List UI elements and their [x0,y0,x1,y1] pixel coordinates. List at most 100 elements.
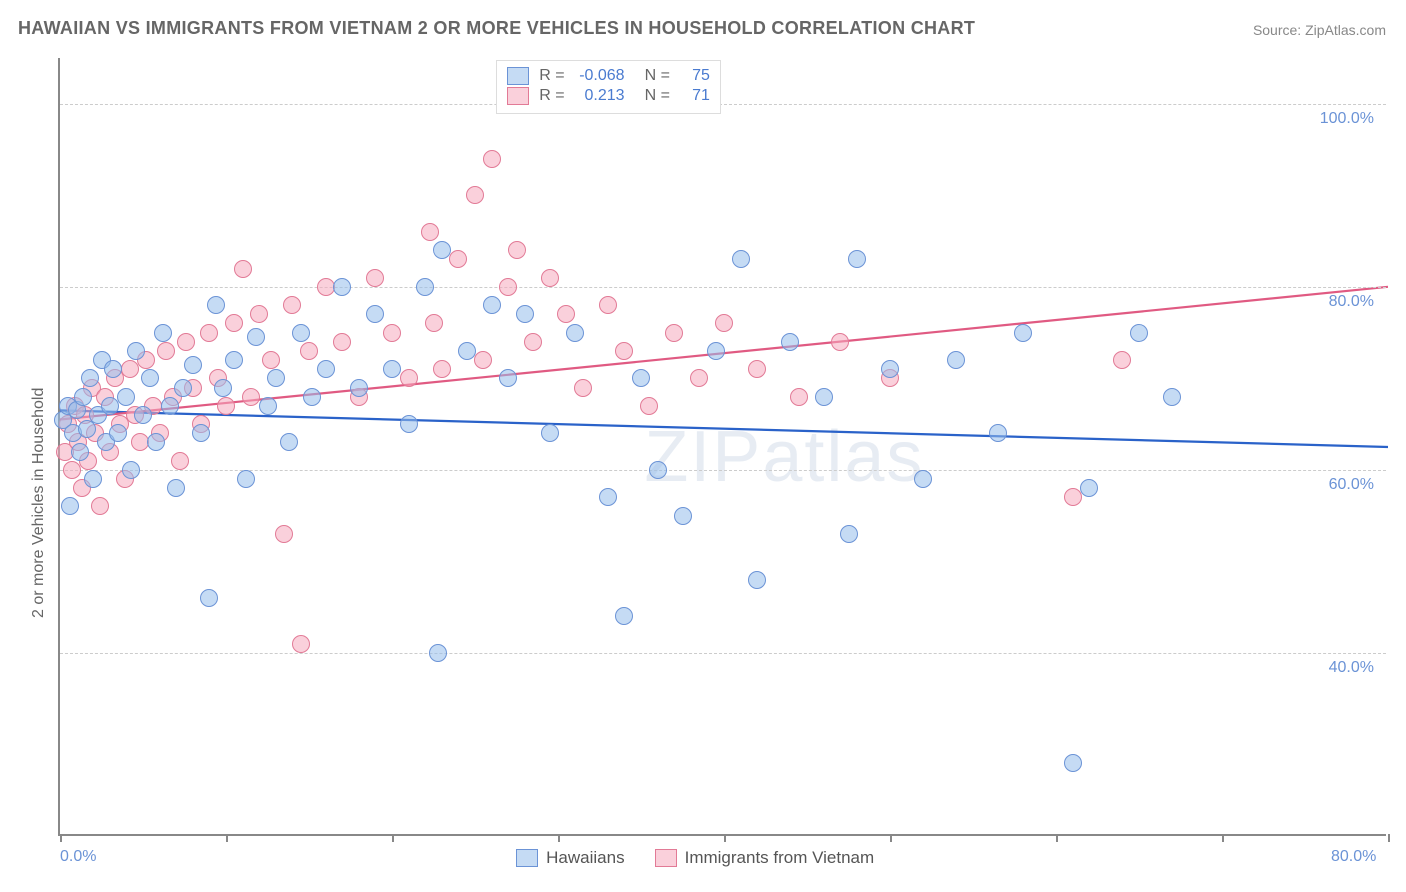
hawaiians-point [541,424,559,442]
hawaiians-point [366,305,384,323]
hawaiians-point [71,443,89,461]
r-legend-row: R =-0.068N =75 [507,67,710,85]
legend-item: Hawaiians [516,848,624,868]
hawaiians-point [649,461,667,479]
hawaiians-point [781,333,799,351]
hawaiians-point [732,250,750,268]
hawaiians-point [122,461,140,479]
hawaiians-point [267,369,285,387]
hawaiians-point [1064,754,1082,772]
vietnam-point [790,388,808,406]
x-tick [392,834,394,842]
y-axis-label: 2 or more Vehicles in Household [30,388,48,618]
legend-r-value: 0.213 [575,87,625,105]
hawaiians-point [707,342,725,360]
vietnam-point [557,305,575,323]
hawaiians-point [333,278,351,296]
vietnam-point [425,314,443,332]
hawaiians-point [615,607,633,625]
vietnam-point [483,150,501,168]
vietnam-point [262,351,280,369]
hawaiians-point [848,250,866,268]
plot-area: ZIPatlas 40.0%60.0%80.0%100.0% [58,58,1386,836]
x-tick [60,834,62,842]
hawaiians-point [104,360,122,378]
hawaiians-point [174,379,192,397]
hawaiians-point [154,324,172,342]
vietnam-point [177,333,195,351]
hawaiians-point [167,479,185,497]
x-tick [1056,834,1058,842]
vietnam-point [449,250,467,268]
vietnam-point [131,433,149,451]
hawaiians-point [84,470,102,488]
legend-swatch [507,87,529,105]
hawaiians-point [109,424,127,442]
hawaiians-point [881,360,899,378]
hawaiians-point [292,324,310,342]
hawaiians-point [161,397,179,415]
series-legend: Hawaiians Immigrants from Vietnam [516,848,874,868]
vietnam-point [665,324,683,342]
vietnam-point [234,260,252,278]
legend-r-value: -0.068 [575,67,625,85]
x-tick [1222,834,1224,842]
hawaiians-point [74,388,92,406]
legend-n-label: N = [645,67,670,85]
gridline [60,470,1386,471]
chart-container: { "title": "HAWAIIAN VS IMMIGRANTS FROM … [0,0,1406,892]
hawaiians-point [147,433,165,451]
hawaiians-point [134,406,152,424]
hawaiians-point [1163,388,1181,406]
vietnam-point [524,333,542,351]
legend-swatch [507,67,529,85]
x-tick [226,834,228,842]
hawaiians-point [61,497,79,515]
legend-swatch [655,849,677,867]
trend-lines [60,58,1388,836]
hawaiians-point [237,470,255,488]
vietnam-point [250,305,268,323]
vietnam-point [508,241,526,259]
x-tick [724,834,726,842]
vietnam-point [366,269,384,287]
vietnam-point [242,388,260,406]
vietnam-point [383,324,401,342]
chart-title: HAWAIIAN VS IMMIGRANTS FROM VIETNAM 2 OR… [18,18,975,39]
hawaiians-point [1080,479,1098,497]
vietnam-point [300,342,318,360]
vietnam-point [715,314,733,332]
vietnam-point [574,379,592,397]
hawaiians-point [207,296,225,314]
vietnam-point [121,360,139,378]
hawaiians-point [516,305,534,323]
legend-r-label: R = [539,87,564,105]
x-tick [890,834,892,842]
hawaiians-point [383,360,401,378]
hawaiians-point [989,424,1007,442]
x-tick [1388,834,1390,842]
hawaiians-point [458,342,476,360]
hawaiians-point [416,278,434,296]
vietnam-point [421,223,439,241]
vietnam-point [400,369,418,387]
hawaiians-point [141,369,159,387]
legend-swatch [516,849,538,867]
gridline [60,104,1386,105]
vietnam-point [333,333,351,351]
vietnam-point [1113,351,1131,369]
vietnam-point [748,360,766,378]
vietnam-point [317,278,335,296]
legend-n-label: N = [645,87,670,105]
hawaiians-point [433,241,451,259]
vietnam-point [466,186,484,204]
legend-label: Immigrants from Vietnam [685,848,875,868]
vietnam-point [157,342,175,360]
vietnam-point [433,360,451,378]
vietnam-point [690,369,708,387]
legend-r-label: R = [539,67,564,85]
hawaiians-point [117,388,135,406]
legend-n-value: 71 [680,87,710,105]
hawaiians-point [259,397,277,415]
hawaiians-point [429,644,447,662]
